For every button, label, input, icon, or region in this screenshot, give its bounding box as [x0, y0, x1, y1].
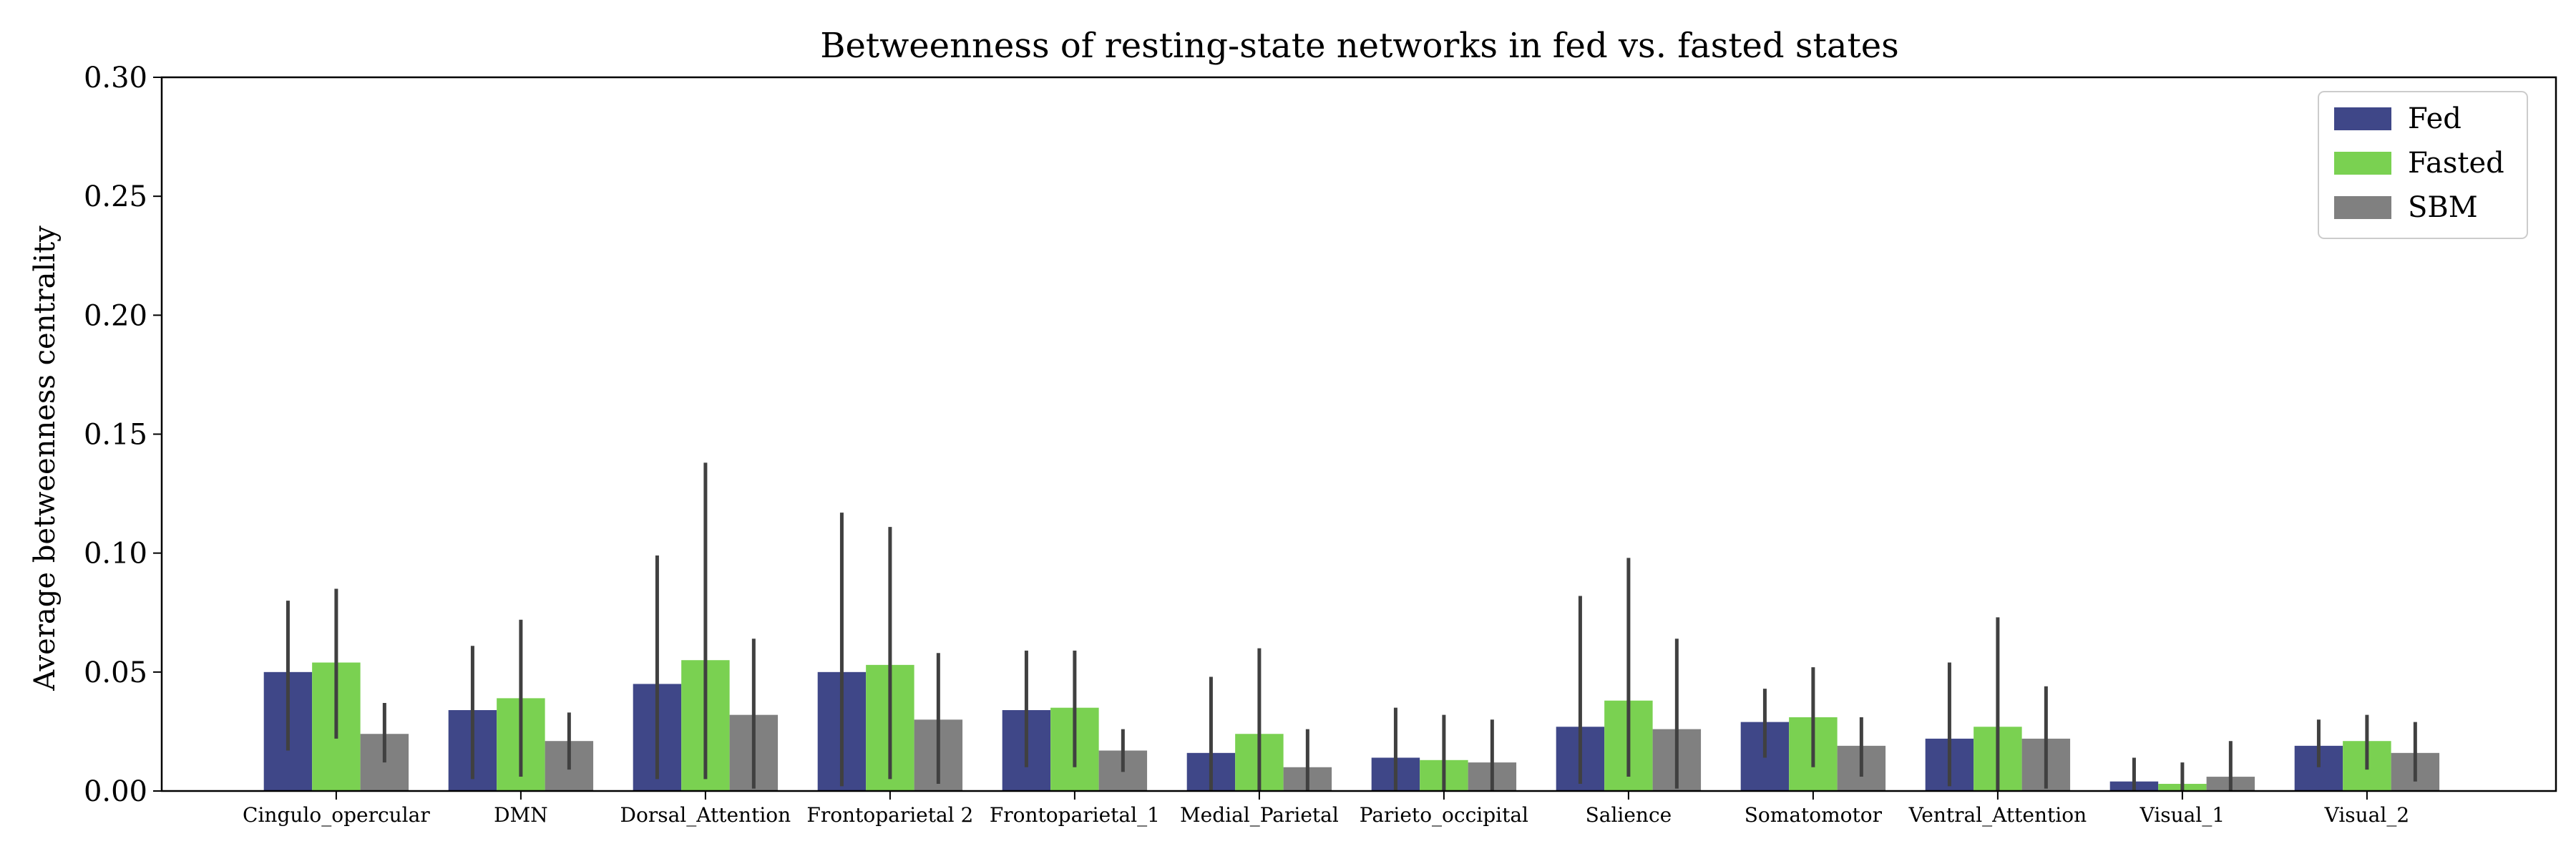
x-tick-label: Dorsal_Attention — [620, 803, 791, 827]
x-tick-label: Parieto_occipital — [1360, 803, 1528, 827]
legend-label-fed: Fed — [2408, 102, 2462, 135]
x-tick-label: Frontoparietal_1 — [990, 803, 1160, 827]
x-tick-label: Visual_2 — [2324, 803, 2410, 827]
y-tick-label: 0.05 — [84, 656, 147, 689]
plot-frame — [160, 76, 2557, 792]
legend-swatch-fed — [2334, 107, 2391, 130]
x-tick-label: Medial_Parietal — [1180, 803, 1339, 827]
legend-swatch-fasted — [2334, 152, 2391, 175]
legend-swatch-sbm — [2334, 196, 2391, 219]
y-tick-label: 0.10 — [84, 538, 147, 571]
y-tick-label: 0.25 — [84, 180, 147, 213]
x-tick-label: Salience — [1586, 803, 1672, 827]
x-tick-label: Somatomotor — [1745, 803, 1883, 827]
x-tick-label: Visual_1 — [2140, 803, 2225, 827]
y-tick-label: 0.30 — [84, 62, 147, 94]
y-axis-label: Average betweenness centrality — [29, 225, 62, 691]
chart-title: Betweenness of resting-state networks in… — [820, 26, 1899, 66]
x-tick-label: Frontoparietal 2 — [806, 803, 973, 827]
y-tick-label: 0.00 — [84, 775, 147, 808]
x-tick-label: Cingulo_opercular — [243, 803, 430, 827]
legend-label-fasted: Fasted — [2408, 147, 2504, 180]
x-tick-label: Ventral_Attention — [1908, 803, 2087, 827]
x-tick-label: DMN — [494, 803, 548, 827]
y-tick-label: 0.20 — [84, 299, 147, 332]
legend-label-sbm: SBM — [2408, 191, 2478, 224]
y-tick-label: 0.15 — [84, 419, 147, 452]
